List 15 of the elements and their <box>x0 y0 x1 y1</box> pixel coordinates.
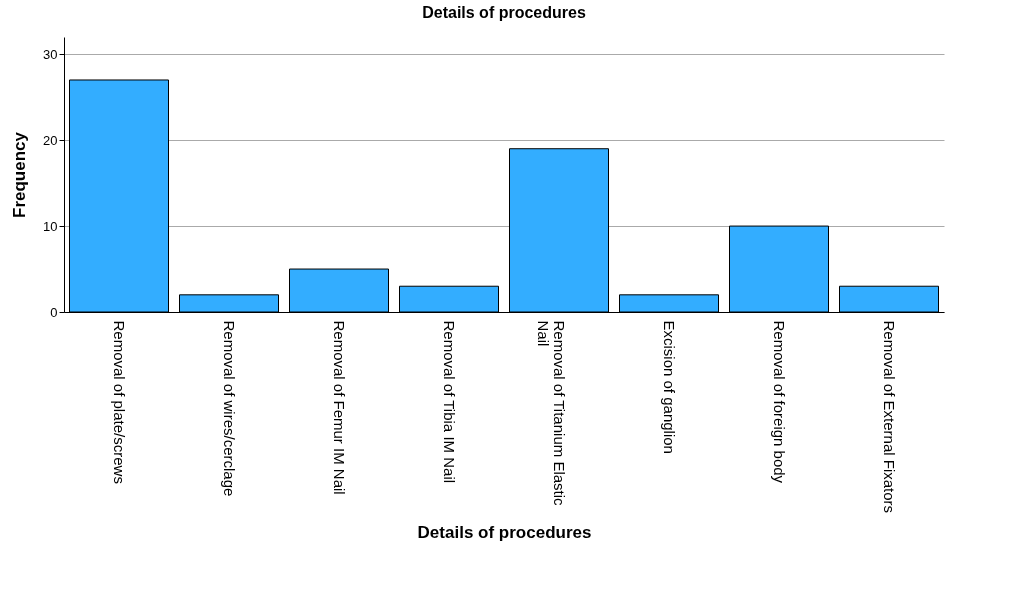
x-tick-label: Removal of foreign body <box>771 320 788 484</box>
y-tick-label: 20 <box>43 132 58 148</box>
y-axis-title: Frequency <box>10 131 30 218</box>
chart-title: Details of procedures <box>422 4 586 21</box>
x-tick-label: Removal of Femur IM Nail <box>331 320 348 495</box>
y-tick-label: 10 <box>43 218 58 234</box>
x-tick-label: Excision of ganglion <box>661 320 678 454</box>
x-tick-label: Removal of External Fixators <box>881 320 898 514</box>
x-tick-label: Removal of Tibia IM Nail <box>441 320 458 484</box>
x-axis-title: Details of procedures <box>417 522 592 542</box>
y-tick-label: 30 <box>43 46 58 62</box>
x-tick-label: Removal of Titanium Elastic Nail <box>535 320 568 507</box>
x-tick-label: Removal of plate/screws <box>111 320 128 484</box>
x-tick-label: Removal of wires/cerclage <box>221 320 238 497</box>
y-tick-label: 0 <box>50 304 58 320</box>
